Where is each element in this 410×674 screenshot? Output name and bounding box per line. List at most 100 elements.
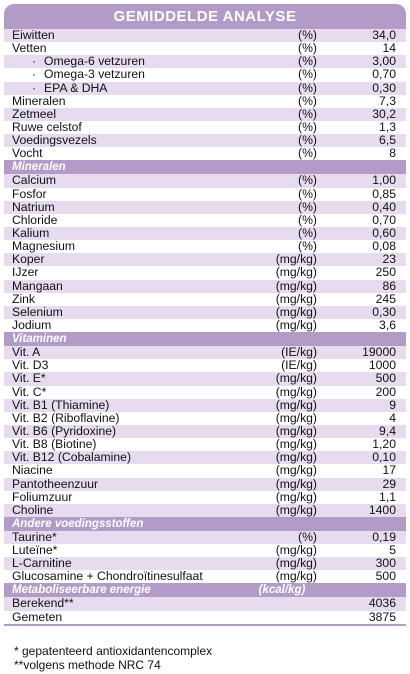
- table-row: Vocht (%) 8: [4, 147, 406, 161]
- row-value: 1400: [368, 502, 396, 517]
- table-row: L-Carnitine (mg/kg) 300: [4, 556, 406, 571]
- row-label-text: Vetten: [12, 41, 47, 56]
- section-heading: Andere voedingsstoffen: [4, 516, 406, 531]
- row-unit: (mg/kg): [275, 437, 317, 452]
- row-unit: (%): [298, 54, 317, 69]
- row-label: Kalium: [12, 225, 50, 240]
- row-value: 0,70: [372, 212, 396, 227]
- table-row: Vit. D3 (IE/kg) 1000: [4, 358, 406, 373]
- row-label: Vetten: [12, 42, 47, 55]
- table-row: Natrium (%) 0,40: [4, 200, 406, 214]
- row-value: 0,85: [372, 186, 396, 201]
- row-value: 34,0: [372, 28, 396, 42]
- table-row: Ruwe celstof (%) 1,3: [4, 119, 406, 135]
- row-label: Calcium: [12, 174, 56, 187]
- row-label: Chloride: [12, 212, 58, 227]
- row-value: 3,00: [372, 54, 396, 69]
- row-value: 500: [375, 569, 396, 584]
- row-label-text: Vit. B1 (Thiamine): [12, 397, 110, 412]
- row-label-text: EPA & DHA: [44, 80, 108, 95]
- row-label-text: Omega-3 vetzuren: [44, 67, 145, 82]
- row-label: Selenium: [12, 305, 63, 319]
- section-heading-label: Andere voedingsstoffen: [12, 517, 144, 530]
- table-row: Gemeten 3875: [4, 610, 406, 624]
- row-value: 500: [375, 371, 396, 386]
- row-label: Vit. B12 (Cobalamine): [12, 451, 131, 464]
- row-value: 4036: [368, 596, 396, 611]
- table-row: Koper (mg/kg) 23: [4, 252, 406, 267]
- row-value: 1,20: [372, 437, 396, 452]
- row-label: Zink: [12, 291, 36, 306]
- row-label-text: Zink: [12, 291, 36, 306]
- row-label-text: Mineralen: [12, 93, 66, 108]
- row-label: Fosfor: [12, 187, 47, 201]
- row-unit: (mg/kg): [275, 384, 317, 399]
- row-label: · EPA & DHA: [32, 80, 108, 95]
- row-value: 0,08: [372, 239, 396, 254]
- row-label-text: Calcium: [12, 173, 57, 188]
- table-row: Voedingsvezels (%) 6,5: [4, 133, 406, 148]
- section-heading: Mineralen: [4, 160, 406, 175]
- row-label-text: Niacine: [12, 463, 53, 478]
- row-label: Natrium: [12, 200, 55, 214]
- row-value: 9: [389, 397, 396, 412]
- table-row: IJzer (mg/kg) 250: [4, 266, 406, 280]
- row-unit: (%): [298, 173, 317, 188]
- row-value: 245: [375, 291, 396, 306]
- row-value: 23: [382, 252, 396, 267]
- row-label-text: Chloride: [12, 212, 58, 227]
- row-label-text: Magnesium: [12, 239, 75, 254]
- footnote-method: **volgens methode NRC 74: [14, 658, 161, 672]
- row-value: 29: [382, 476, 396, 491]
- table-row: Jodium (mg/kg) 3,6: [4, 317, 406, 333]
- row-value: 3,6: [379, 317, 396, 332]
- row-label-text: Kalium: [12, 225, 50, 240]
- row-value: 9,4: [379, 423, 396, 438]
- row-unit: (mg/kg): [275, 278, 317, 293]
- row-label-text: Omega-6 vetzuren: [44, 54, 145, 69]
- table-row: Calcium (%) 1,00: [4, 173, 406, 188]
- row-unit: (mg/kg): [275, 502, 317, 517]
- table-row: Chloride (%) 0,70: [4, 212, 406, 227]
- row-value: 0,60: [372, 225, 396, 240]
- row-label: · Omega-6 vetzuren: [32, 55, 145, 68]
- table-row: Mineralen (%) 7,3: [4, 93, 406, 108]
- row-label-text: Vit. B2 (Riboflavine): [12, 410, 120, 425]
- row-unit: (%): [298, 186, 317, 201]
- row-unit: (mg/kg): [275, 569, 317, 584]
- row-value: 0,30: [372, 80, 396, 95]
- table-bottom-border: [4, 623, 406, 626]
- row-unit: (mg/kg): [275, 371, 317, 386]
- table-row: Taurine* (%) 0,19: [4, 529, 406, 545]
- row-unit: (mg/kg): [275, 450, 317, 465]
- table-title: GEMIDDELDE ANALYSE: [4, 4, 406, 29]
- row-label-text: Vit. B6 (Pyridoxine): [12, 423, 117, 438]
- row-unit: (mg/kg): [275, 423, 317, 438]
- row-value: 1,3: [379, 119, 396, 134]
- row-value: 14: [382, 41, 396, 56]
- row-value: 17: [382, 463, 396, 478]
- row-unit: (mg/kg): [275, 317, 317, 332]
- bullet-icon: ·: [32, 67, 37, 82]
- row-unit: (%): [298, 80, 317, 95]
- row-value: 1,00: [372, 173, 396, 188]
- row-label-text: Luteïne*: [12, 543, 58, 558]
- row-label-text: Koper: [12, 252, 45, 267]
- row-value: 0,10: [372, 450, 396, 465]
- table-row: Vit. B6 (Pyridoxine) (mg/kg) 9,4: [4, 423, 406, 439]
- row-label-text: Mangaan: [12, 278, 63, 293]
- table-row: · EPA & DHA (%) 0,30: [4, 80, 406, 95]
- row-label: Magnesium: [12, 240, 75, 253]
- row-label-text: Taurine*: [12, 529, 57, 544]
- row-label: Voedingsvezels: [12, 134, 97, 147]
- row-label: Luteïne*: [12, 543, 58, 558]
- row-label: Vit. D3: [12, 359, 48, 372]
- section-heading-label: Metaboliseerbare energie: [12, 584, 151, 597]
- row-unit: (%): [298, 28, 317, 42]
- row-label: Vit. B8 (Biotine): [12, 438, 96, 451]
- table-row: Berekend** 4036: [4, 596, 406, 611]
- row-value: 1000: [368, 358, 396, 373]
- row-label-text: L-Carnitine: [12, 556, 72, 571]
- row-label: Vit. B6 (Pyridoxine): [12, 423, 117, 438]
- table-row: Niacine (mg/kg) 17: [4, 463, 406, 478]
